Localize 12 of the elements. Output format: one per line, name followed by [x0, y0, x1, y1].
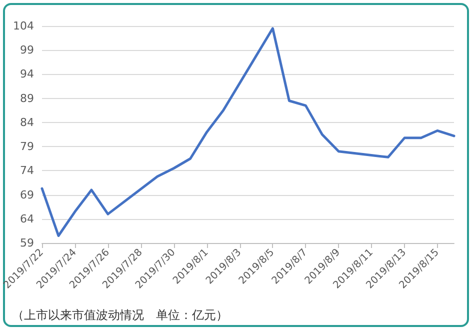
y-tick-label: 99 — [20, 44, 34, 57]
y-tick-label: 94 — [20, 68, 34, 81]
y-tick-label: 104 — [13, 20, 34, 32]
y-tick-label: 64 — [20, 212, 34, 226]
text: （上市以来市值波动情况 单位：亿元） — [12, 308, 228, 322]
y-tick-label: 79 — [20, 140, 34, 154]
y-tick-label: 89 — [20, 92, 34, 105]
y-tick-label: 69 — [20, 188, 34, 202]
line-series — [40, 27, 456, 238]
y-tick-label: 74 — [20, 164, 34, 178]
y-tick-label: 59 — [20, 236, 34, 250]
y-tick-label: 84 — [20, 116, 34, 129]
